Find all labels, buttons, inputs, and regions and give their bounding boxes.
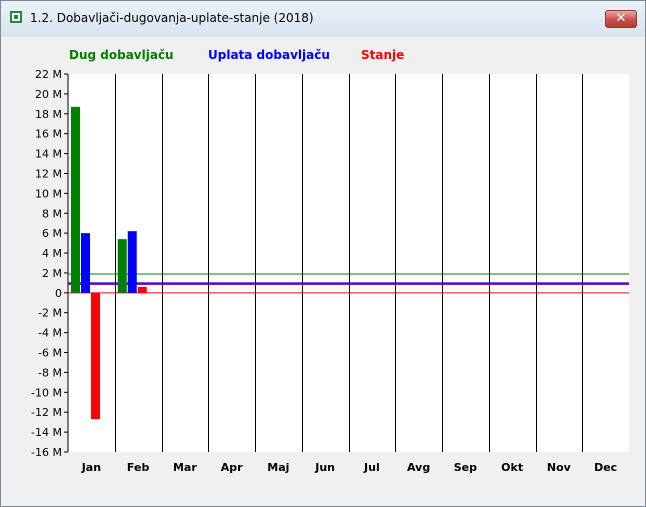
y-tick-label: 14 M — [35, 148, 62, 161]
y-tick-label: -12 M — [31, 406, 62, 419]
reference-lines — [68, 273, 629, 294]
y-tick-label: 22 M — [35, 68, 62, 81]
y-tick-label: 10 M — [35, 187, 62, 200]
y-tick-label: 4 M — [42, 247, 62, 260]
x-tick-label: Jul — [363, 461, 380, 474]
x-tick-label: Mar — [173, 461, 197, 474]
y-tick-label: -10 M — [31, 386, 62, 399]
y-tick-label: 12 M — [35, 167, 62, 180]
x-tick-label: Maj — [267, 461, 289, 474]
y-tick-label: 2 M — [42, 267, 62, 280]
x-tick-label: Feb — [127, 461, 150, 474]
y-tick-label: 0 — [55, 287, 62, 300]
y-tick-label: -14 M — [31, 426, 62, 439]
x-tick-label: Jan — [81, 461, 101, 474]
x-tick-label: Okt — [501, 461, 523, 474]
legend-item: Uplata dobavljaču — [208, 48, 330, 62]
x-tick-label: Nov — [547, 461, 572, 474]
bar — [81, 233, 90, 293]
y-tick-label: 20 M — [35, 88, 62, 101]
title-bar[interactable]: 1.2. Dobavljači-dugovanja-uplate-stanje … — [1, 1, 645, 37]
y-tick-label: -8 M — [38, 366, 62, 379]
y-tick-label: 16 M — [35, 128, 62, 141]
app-icon — [10, 11, 22, 23]
y-tick-label: 18 M — [35, 108, 62, 121]
y-axis: 22 M 20 M 18 M 16 M 14 M 12 M 10 M 8 M 6 M 4 M 2 M… — [31, 68, 69, 459]
bars — [71, 106, 147, 420]
legend-item: Stanje — [361, 48, 404, 62]
y-tick-label: -16 M — [31, 446, 62, 459]
x-tick-label: Dec — [594, 461, 617, 474]
bar — [117, 239, 127, 293]
legend: Dug dobavljaču Uplata dobavljaču Stanje — [69, 48, 404, 62]
bar — [71, 106, 80, 293]
close-icon: ✕ — [615, 11, 627, 26]
y-tick-label: -6 M — [38, 347, 62, 360]
bar — [137, 286, 147, 293]
x-tick-label: Apr — [221, 461, 243, 474]
bar-chart: Dug dobavljaču Uplata dobavljaču Stanje 22… — [31, 48, 629, 474]
x-tick-label: Sep — [454, 461, 477, 474]
y-tick-label: 8 M — [42, 207, 62, 220]
x-axis: Jan Feb Mar Apr Maj Jun Jul Avg Sep Okt Nov Dec — [81, 461, 617, 474]
y-tick-label: 6 M — [42, 227, 62, 240]
bar — [127, 231, 137, 293]
plot-background — [68, 74, 629, 452]
chart-area: Dug dobavljaču Uplata dobavljaču Stanje 22… — [10, 38, 637, 498]
legend-item: Dug dobavljaču — [69, 48, 174, 62]
bar — [91, 292, 100, 420]
month-grid — [115, 74, 583, 452]
window-title: 1.2. Dobavljači-dugovanja-uplate-stanje … — [30, 11, 314, 25]
x-tick-label: Avg — [407, 461, 430, 474]
x-tick-label: Jun — [314, 461, 335, 474]
y-tick-label: -4 M — [38, 327, 62, 340]
close-button[interactable]: ✕ — [605, 10, 637, 28]
y-tick-label: -2 M — [38, 307, 62, 320]
